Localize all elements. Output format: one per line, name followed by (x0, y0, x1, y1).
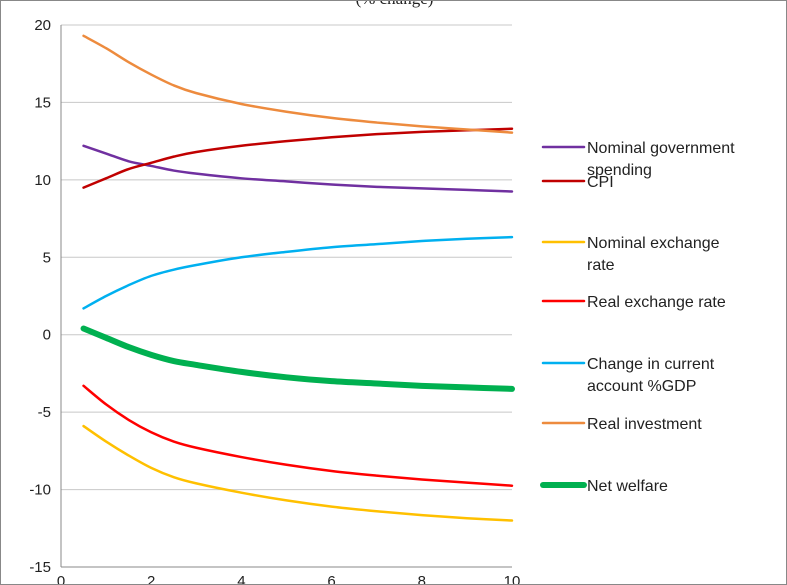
x-tick-label: 0 (57, 573, 65, 585)
y-tick-label: 5 (43, 249, 51, 266)
legend-label: Change in current (587, 356, 715, 373)
legend-label: Net welfare (587, 478, 668, 495)
x-tick-label: 2 (147, 573, 155, 585)
legend-label: spending (587, 162, 652, 179)
series-line-nominal-government-spending (82, 144, 514, 193)
x-tick-label: 10 (504, 573, 521, 585)
y-tick-label: 10 (34, 172, 51, 189)
series-lines (80, 34, 515, 522)
gridlines (61, 24, 512, 568)
y-tick-label: -5 (38, 404, 51, 421)
legend-label: Nominal government (587, 140, 735, 157)
y-tick-label: -10 (29, 482, 51, 499)
series-line-change-in-current-account-gdp (82, 235, 514, 310)
x-tick-label: 6 (327, 573, 335, 585)
y-tick-label: 15 (34, 94, 51, 111)
y-tick-label: 0 (43, 327, 51, 344)
series-line-net-welfare (80, 325, 515, 392)
y-tick-label: -15 (29, 559, 51, 576)
series-line-real-investment (82, 34, 514, 134)
axes: -15 -10 -5 0 5 10 15 20 0 2 4 6 8 10 (29, 17, 521, 585)
series-line-cpi (82, 127, 514, 189)
chart-title: (% change) (1, 1, 786, 9)
series-line-nominal-exchange-rate (82, 424, 514, 522)
legend-label: Real investment (587, 416, 702, 433)
legend-label: Real exchange rate (587, 294, 726, 311)
y-tick-label: 20 (34, 17, 51, 34)
legend-label: rate (587, 257, 615, 274)
x-tick-label: 4 (237, 573, 245, 585)
legend-label: account %GDP (587, 378, 696, 395)
legend-label: Nominal exchange (587, 235, 720, 252)
series-line-real-exchange-rate (82, 384, 514, 487)
x-tick-label: 8 (418, 573, 426, 585)
legend-label: CPI (587, 174, 614, 191)
